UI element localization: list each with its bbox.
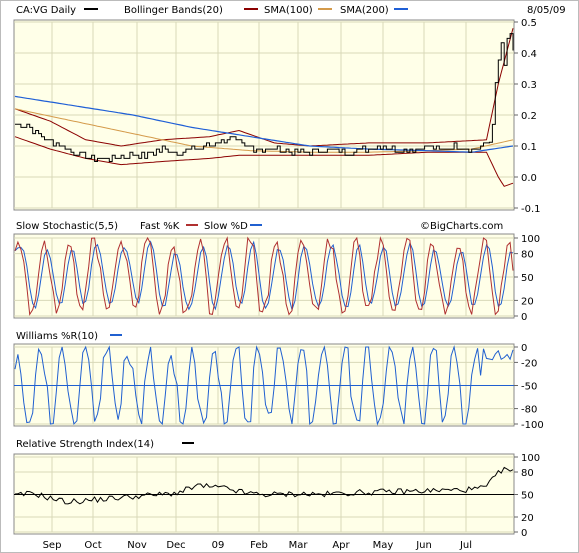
y-tick-label: 80: [521, 250, 534, 261]
stochastic-yaxis-ticks: 100 80 50 20 0: [514, 234, 540, 323]
rsi-grid: [14, 456, 514, 533]
month-label: Apr: [332, 540, 350, 551]
month-label: Oct: [84, 540, 101, 551]
y-tick-label: 80: [521, 468, 534, 479]
williams-title: Williams %R(10): [16, 331, 98, 342]
slow-d-line: [14, 240, 514, 312]
y-tick-label: 0: [521, 312, 527, 323]
price-line: [15, 33, 514, 162]
month-label: Nov: [127, 540, 147, 551]
rsi-panel: 100 80 50 20 0 Relative Strength Index(14): [13, 439, 540, 539]
y-tick-label: -50: [521, 382, 537, 393]
y-tick-label: 50: [521, 491, 534, 502]
rsi-title: Relative Strength Index(14): [16, 439, 154, 450]
y-tick-label: 0: [521, 343, 527, 354]
williams-grid: [14, 346, 514, 425]
y-tick-label: 0.0: [521, 173, 537, 184]
y-tick-label: 0.3: [521, 80, 537, 91]
month-label: Jun: [415, 540, 432, 551]
month-axis: Sep Oct Nov Dec 09 Feb Mar Apr May Jun Jul: [43, 540, 472, 551]
stochastic-title: Slow Stochastic(5,5): [16, 221, 118, 232]
bigcharts-watermark: ©BigCharts.com: [420, 221, 503, 232]
y-tick-label: -20: [521, 358, 537, 369]
y-tick-label: -80: [521, 405, 537, 416]
month-label: 09: [212, 540, 225, 551]
month-label: Feb: [250, 540, 268, 551]
bollinger-label: Bollinger Bands(20): [124, 5, 223, 16]
sma200-line: [14, 95, 514, 153]
williams-panel: 0 -20 -50 -80 -100 Williams %R(10): [13, 331, 544, 431]
price-yaxis-ticks: 0.5 0.4 0.3 0.2 0.1 0.0 -0.1: [514, 18, 541, 215]
y-tick-label: 0.2: [521, 111, 537, 122]
month-label: Dec: [166, 540, 185, 551]
y-tick-label: -100: [521, 420, 544, 431]
y-tick-label: 100: [521, 234, 540, 245]
price-panel: 0.5 0.4 0.3 0.2 0.1 0.0 -0.1 CA:VG Daily Bolli…: [13, 5, 566, 215]
y-tick-label: 20: [521, 513, 534, 524]
y-tick-label: 20: [521, 296, 534, 307]
month-label: Mar: [289, 540, 309, 551]
williams-line: [14, 345, 514, 426]
slow-d-label: Slow %D: [204, 221, 248, 232]
rsi-yaxis-ticks: 100 80 50 20 0: [514, 453, 540, 539]
y-tick-label: 50: [521, 273, 534, 284]
sma100-label: SMA(100): [264, 5, 313, 16]
y-tick-label: 0: [521, 528, 527, 539]
y-tick-label: 0.5: [521, 18, 537, 29]
symbol-label: CA:VG Daily: [16, 5, 76, 16]
fast-k-label: Fast %K: [140, 221, 180, 232]
fast-k-line: [14, 236, 514, 316]
stochastic-grid: [14, 237, 514, 317]
sma200-label: SMA(200): [340, 5, 389, 16]
williams-yaxis-ticks: 0 -20 -50 -80 -100: [514, 343, 544, 431]
y-tick-label: 0.1: [521, 142, 537, 153]
y-tick-label: 100: [521, 453, 540, 464]
month-label: Sep: [43, 540, 62, 551]
y-tick-label: -0.1: [521, 204, 541, 215]
rsi-line: [14, 466, 514, 505]
month-label: Jul: [459, 540, 472, 551]
chart-date: 8/05/09: [527, 5, 566, 16]
month-label: May: [373, 540, 394, 551]
y-tick-label: 0.4: [521, 49, 537, 60]
